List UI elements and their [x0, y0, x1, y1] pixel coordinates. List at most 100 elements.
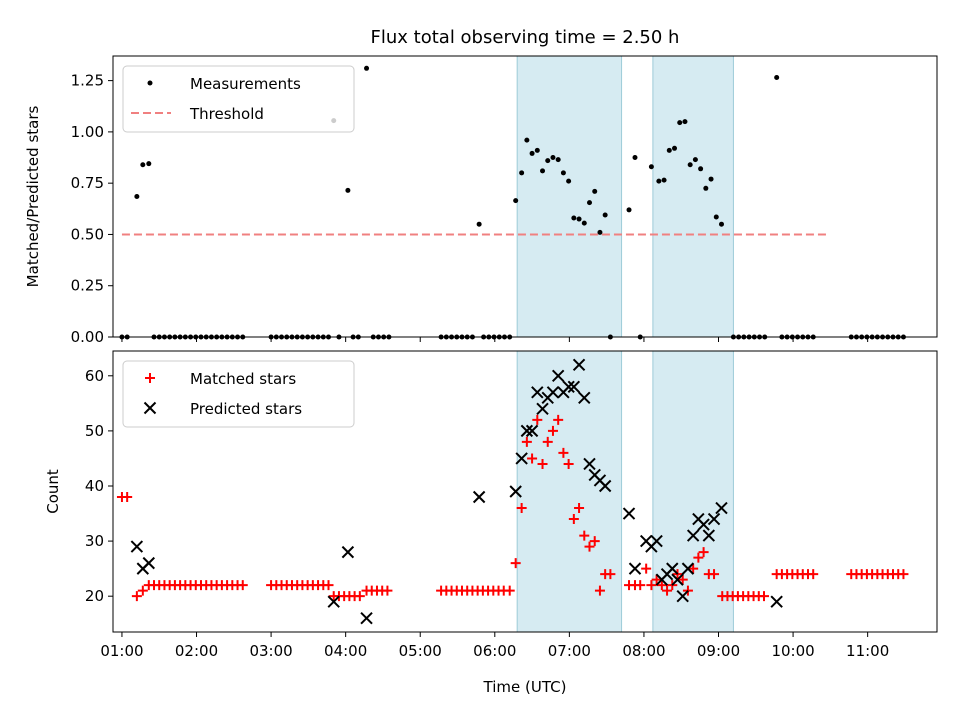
matched-point — [558, 447, 569, 458]
matched-point — [646, 580, 657, 591]
matched-point — [693, 552, 704, 563]
predicted-point — [572, 358, 586, 371]
measurement-point — [692, 157, 698, 163]
legend: Measurements Threshold — [122, 65, 355, 133]
predicted-point — [583, 457, 596, 471]
legend-marker-x — [143, 401, 157, 415]
matched-point — [521, 436, 532, 447]
measurement-point — [672, 145, 678, 151]
matched-point — [677, 574, 688, 585]
x-tick-label: 03:00 — [249, 642, 292, 660]
measurement-point — [345, 187, 351, 193]
x-tick-label: 04:00 — [324, 642, 367, 660]
measurement-point — [513, 198, 519, 204]
y-tick-label: 1.25 — [71, 72, 104, 90]
measurement-point — [632, 155, 638, 161]
matched-point — [237, 580, 248, 591]
y-tick-label: 50 — [85, 422, 104, 440]
predicted-point — [666, 562, 679, 575]
matched-point — [532, 414, 543, 425]
predicted-point — [472, 490, 486, 504]
matched-point — [898, 569, 909, 580]
y-tick-label: 60 — [85, 367, 104, 385]
predicted-point — [525, 424, 539, 438]
legend-box — [122, 360, 355, 428]
matched-point — [709, 569, 720, 580]
legend-label: Threshold — [189, 105, 264, 123]
predicted-point — [341, 545, 355, 559]
matched-point — [605, 569, 616, 580]
measurement-point — [476, 221, 482, 227]
predicted-point — [567, 380, 581, 394]
matched-point — [662, 585, 673, 596]
measurement-point — [545, 158, 551, 164]
measurement-point — [140, 162, 146, 168]
measurement-point — [718, 221, 724, 227]
observing-window-2 — [652, 55, 734, 338]
matched-point — [553, 414, 564, 425]
figure-title: Flux total observing time = 2.50 h — [371, 27, 680, 48]
x-tick-label: 11:00 — [846, 642, 889, 660]
x-tick-label: 08:00 — [622, 642, 665, 660]
predicted-point — [686, 529, 700, 542]
x-tick-label: 10:00 — [771, 642, 814, 660]
matched-point — [589, 536, 600, 547]
y-tick-label: 40 — [85, 477, 104, 495]
matched-point — [563, 458, 574, 469]
predicted-point — [130, 540, 144, 553]
y-axis-label: Count — [44, 469, 62, 514]
measurement-point — [648, 164, 654, 170]
matched-point — [382, 585, 393, 596]
measurement-point — [146, 161, 152, 167]
legend-marker-plus — [145, 373, 155, 383]
predicted-point — [520, 424, 534, 438]
y-tick-label: 0.25 — [71, 277, 104, 295]
matched-point — [758, 591, 769, 602]
x-tick-label: 05:00 — [399, 642, 442, 660]
matched-point — [354, 591, 365, 602]
measurement-point — [656, 178, 662, 184]
predicted-point — [509, 485, 522, 498]
measurement-point — [774, 75, 780, 81]
measurement-point — [581, 220, 587, 226]
measurement-point — [703, 185, 709, 191]
series-matched-stars — [116, 414, 909, 602]
predicted-point — [546, 386, 560, 399]
predicted-point — [715, 501, 728, 515]
predicted-point — [622, 507, 636, 520]
predicted-point — [681, 562, 695, 575]
measurement-point — [576, 216, 582, 222]
y-tick-label: 30 — [85, 532, 104, 550]
plot-frame — [112, 55, 938, 338]
legend-label: Matched stars — [190, 370, 296, 388]
measurement-point — [534, 147, 540, 153]
x-axis-label: Time (UTC) — [483, 678, 567, 696]
legend: Matched stars Predicted stars — [122, 360, 355, 428]
y-tick-label: 0.50 — [71, 225, 104, 243]
matched-point — [574, 503, 585, 514]
x-tick-label: 07:00 — [548, 642, 591, 660]
predicted-point — [515, 452, 528, 465]
predicted-point — [562, 380, 575, 394]
y-tick-label: 1.00 — [71, 123, 104, 141]
x-tick-label: 06:00 — [473, 642, 516, 660]
predicted-point — [598, 479, 612, 493]
legend-label: Predicted stars — [190, 400, 302, 418]
y-tick-label: 20 — [85, 587, 104, 605]
count-panel: 20 30 40 50 60 01:00 02:00 03:00 04:00 05:00 06:00… — [44, 350, 938, 696]
measurement-point — [587, 200, 593, 206]
predicted-point — [142, 556, 156, 570]
measurement-point — [566, 178, 572, 184]
measurement-point — [661, 177, 667, 183]
matched-point — [635, 580, 646, 591]
matched-point — [122, 492, 133, 503]
matched-point — [656, 580, 667, 591]
matched-point — [651, 574, 662, 585]
predicted-point — [770, 595, 783, 608]
y-tick-label: 0.75 — [71, 174, 104, 192]
y-tick-label: 0.00 — [71, 328, 104, 346]
measurement-point — [698, 166, 704, 172]
measurement-point — [687, 162, 693, 168]
matched-point — [131, 591, 142, 602]
